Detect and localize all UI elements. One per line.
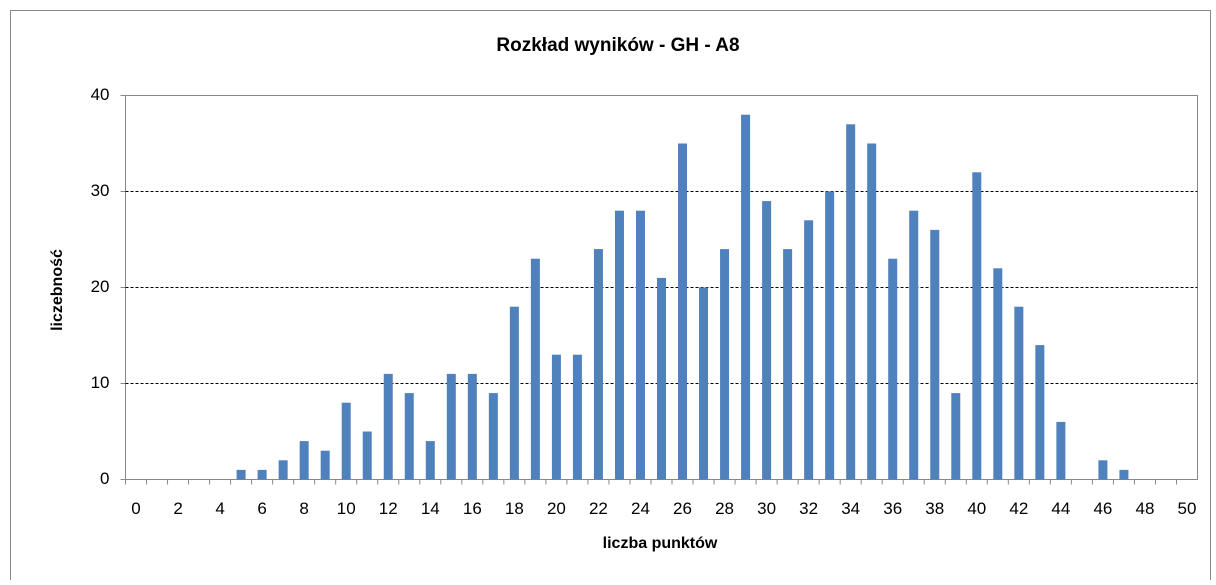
bar [488,393,498,480]
x-tick-label: 12 [379,499,398,518]
y-tick-label: 20 [91,277,110,296]
bar [1014,306,1024,480]
x-tick-label: 36 [883,499,902,518]
bar [614,210,624,480]
x-tick-label: 14 [421,499,440,518]
bar [951,393,961,480]
x-tick-label: 44 [1051,499,1070,518]
x-tick-label: 42 [1009,499,1028,518]
x-tick-label: 16 [463,499,482,518]
bar [425,441,435,480]
bar [362,431,372,480]
x-tick-label: 48 [1135,499,1154,518]
bar [678,143,688,480]
bar [530,258,540,480]
chart-title: Rozkład wyników - GH - A8 [496,35,739,56]
y-axis-label: liczebność [49,249,66,331]
bar [1056,421,1066,480]
bar [888,258,898,480]
bar [1098,460,1108,480]
bar [299,441,309,480]
x-tick-label: 10 [337,499,356,518]
x-tick-label: 32 [799,499,818,518]
bar [404,393,414,480]
x-tick-label: 40 [967,499,986,518]
bar [446,373,456,480]
bar [593,249,603,480]
bar [741,114,751,480]
x-tick-label: 6 [257,499,266,518]
bar [783,249,793,480]
x-tick-label: 2 [173,499,182,518]
y-tick-label: 40 [91,85,110,104]
bar [509,306,519,480]
x-axis-label: liczba punktów [603,535,718,552]
bar [930,229,940,480]
y-tick-label: 30 [91,181,110,200]
bar [1035,345,1045,480]
bar [1119,469,1129,480]
x-tick-label: 34 [841,499,860,518]
x-tick-label: 22 [589,499,608,518]
x-tick-label: 38 [925,499,944,518]
bar [635,210,645,480]
y-tick-label: 0 [100,469,109,488]
bar [972,172,982,480]
bar [257,469,267,480]
x-tick-label: 50 [1178,499,1197,518]
x-tick-label: 24 [631,499,650,518]
bar [657,277,666,480]
bar [236,469,246,480]
y-tick-label: 10 [91,373,110,392]
bar [551,354,561,480]
bar [825,191,835,480]
bar [762,201,772,480]
bar [909,210,919,480]
x-tick-label: 4 [215,499,224,518]
x-tick-label: 8 [299,499,308,518]
bar [699,287,709,480]
bar [278,460,288,480]
chart-frame [10,10,1211,585]
bar [846,124,856,480]
bar [720,249,730,480]
bar [320,450,330,480]
x-tick-label: 18 [505,499,524,518]
bar [341,402,351,480]
x-tick-label: 26 [673,499,692,518]
bar [572,354,582,480]
bar [804,220,814,480]
bar [383,373,393,480]
x-tick-label: 20 [547,499,566,518]
x-tick-label: 30 [757,499,776,518]
bar [867,143,877,480]
x-tick-label: 46 [1093,499,1112,518]
bar [993,268,1003,480]
x-tick-label: 0 [131,499,140,518]
x-tick-label: 28 [715,499,734,518]
bar [467,373,477,480]
